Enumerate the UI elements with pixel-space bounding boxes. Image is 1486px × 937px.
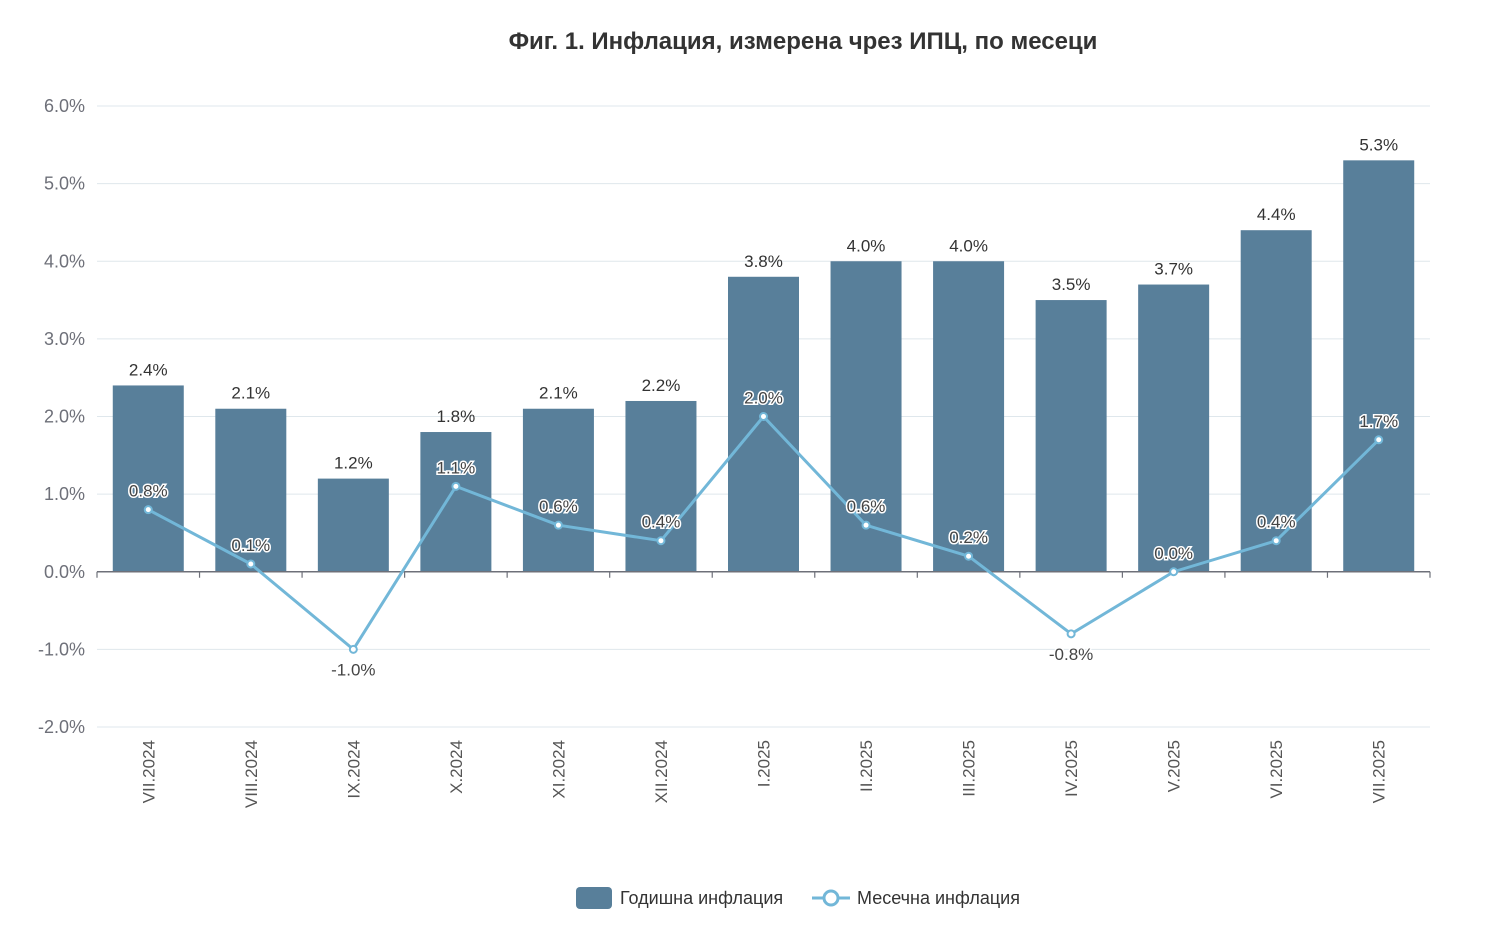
x-tick-label: VII.2025 bbox=[1370, 740, 1389, 803]
legend-swatch-annual bbox=[576, 887, 612, 909]
bar-label: 2.2% bbox=[642, 376, 681, 395]
line-point-monthly-VIII.2024 bbox=[246, 559, 256, 569]
y-axis-tick-labels: 6.0% 5.0% 4.0% 3.0% 2.0% 1.0% 0.0% -1.0% -2.0% bbox=[38, 96, 85, 737]
bar-label: 4.0% bbox=[949, 236, 988, 255]
y-tick-label: -1.0% bbox=[38, 639, 85, 659]
bar-label: 4.4% bbox=[1257, 205, 1296, 224]
bar-label: 2.4% bbox=[129, 360, 168, 379]
bar-annual-XII.2024 bbox=[625, 400, 697, 572]
bar-label: 3.8% bbox=[744, 252, 783, 271]
bar-label: 3.7% bbox=[1154, 260, 1193, 279]
x-tick-label: V.2025 bbox=[1165, 740, 1184, 792]
y-tick-label: 6.0% bbox=[44, 96, 85, 116]
monthly-inflation-line bbox=[143, 412, 1384, 654]
bar-annual-I.2025 bbox=[728, 276, 799, 572]
y-tick-label: 3.0% bbox=[44, 329, 85, 349]
bar-annual-II.2025 bbox=[830, 261, 902, 572]
x-axis-tick-labels: VII.2024 VIII.2024 IX.2024 X.2024 XI.2024 XII… bbox=[139, 740, 1388, 808]
legend-item-annual[interactable]: Годишна инфлация bbox=[576, 887, 783, 909]
y-tick-label: 1.0% bbox=[44, 484, 85, 504]
bar-label: 2.1% bbox=[539, 384, 578, 403]
line-label: 0.6% bbox=[539, 497, 578, 516]
line-point-monthly-VI.2025 bbox=[1271, 536, 1281, 546]
line-data-labels: 0.8% 0.1% -1.0% 1.1% 0.6% 0.4% 2.0% 0.6% 0.2% -0.… bbox=[127, 387, 1399, 681]
line-label: -1.0% bbox=[331, 660, 375, 679]
bar-annual-VI.2025 bbox=[1240, 230, 1312, 572]
x-tick-label: IX.2024 bbox=[344, 740, 363, 799]
bar-label: 1.2% bbox=[334, 454, 373, 473]
line-label: 0.0% bbox=[1154, 544, 1193, 563]
legend-swatch-monthly-marker bbox=[822, 889, 840, 907]
x-tick-label: XI.2024 bbox=[549, 740, 568, 799]
line-point-monthly-VII.2024 bbox=[143, 505, 153, 515]
x-axis bbox=[96, 571, 1431, 578]
bar-annual-VII.2025 bbox=[1343, 160, 1415, 572]
line-point-monthly-VII.2025 bbox=[1374, 435, 1384, 445]
bar-label: 4.0% bbox=[847, 236, 886, 255]
line-point-monthly-II.2025 bbox=[861, 520, 871, 530]
line-label: 1.1% bbox=[437, 458, 476, 477]
bar-annual-VIII.2024 bbox=[215, 408, 287, 572]
bar-annual-X.2024 bbox=[420, 432, 492, 572]
bar-annual-III.2025 bbox=[933, 261, 1005, 572]
y-tick-label: 5.0% bbox=[44, 174, 85, 194]
bar-label: 3.5% bbox=[1052, 275, 1091, 294]
y-tick-label: 0.0% bbox=[44, 562, 85, 582]
chart-title: Фиг. 1. Инфлация, измерена чрез ИПЦ, по … bbox=[509, 28, 1098, 55]
line-point-monthly-V.2025 bbox=[1169, 567, 1179, 577]
x-tick-label: VI.2025 bbox=[1267, 740, 1286, 799]
legend-item-monthly[interactable]: Месечна инфлация bbox=[812, 888, 1020, 908]
annual-inflation-bars bbox=[112, 160, 1415, 572]
line-label: 0.2% bbox=[949, 528, 988, 547]
x-tick-label: VII.2024 bbox=[139, 740, 158, 803]
line-label: 0.8% bbox=[129, 482, 168, 501]
legend-label-monthly: Месечна инфлация bbox=[857, 888, 1020, 908]
line-label: 0.6% bbox=[847, 497, 886, 516]
line-point-monthly-X.2024 bbox=[451, 481, 461, 491]
x-tick-label: VIII.2024 bbox=[242, 740, 261, 808]
bar-label: 1.8% bbox=[437, 407, 476, 426]
line-point-monthly-IX.2024 bbox=[348, 644, 358, 654]
y-tick-label: 4.0% bbox=[44, 251, 85, 271]
bar-label: 2.1% bbox=[231, 384, 270, 403]
line-label: 0.4% bbox=[642, 513, 681, 532]
x-tick-label: III.2025 bbox=[960, 740, 979, 797]
x-tick-label: II.2025 bbox=[857, 740, 876, 792]
line-point-monthly-I.2025 bbox=[759, 412, 768, 421]
line-label: -0.8% bbox=[1049, 645, 1093, 664]
x-tick-label: I.2025 bbox=[755, 740, 774, 787]
legend: Годишна инфлация Месечна инфлация bbox=[576, 887, 1020, 909]
bar-annual-IV.2025 bbox=[1035, 300, 1107, 572]
bar-annual-XI.2024 bbox=[522, 408, 594, 572]
line-point-monthly-III.2025 bbox=[964, 551, 974, 561]
bar-annual-VII.2024 bbox=[112, 385, 184, 572]
x-tick-label: IV.2025 bbox=[1062, 740, 1081, 797]
bar-annual-IX.2024 bbox=[317, 478, 389, 572]
line-point-monthly-XII.2024 bbox=[656, 536, 666, 546]
line-label: 1.7% bbox=[1359, 412, 1398, 431]
line-label: 0.1% bbox=[231, 536, 270, 555]
line-label: 2.0% bbox=[744, 389, 783, 408]
y-tick-label: -2.0% bbox=[38, 717, 85, 737]
bar-data-labels: 2.4% 2.1% 1.2% 1.8% 2.1% 2.2% 3.8% 4.0% 4.0% 3.5%… bbox=[129, 135, 1398, 472]
bar-annual-V.2025 bbox=[1138, 284, 1210, 572]
x-tick-label: XII.2024 bbox=[652, 740, 671, 803]
bar-label: 5.3% bbox=[1359, 135, 1398, 154]
line-label: 0.4% bbox=[1257, 513, 1296, 532]
legend-label-annual: Годишна инфлация bbox=[620, 888, 783, 908]
y-tick-label: 2.0% bbox=[44, 407, 85, 427]
x-tick-label: X.2024 bbox=[447, 740, 466, 794]
line-point-monthly-IV.2025 bbox=[1066, 629, 1076, 639]
line-point-monthly-XI.2024 bbox=[553, 520, 563, 530]
